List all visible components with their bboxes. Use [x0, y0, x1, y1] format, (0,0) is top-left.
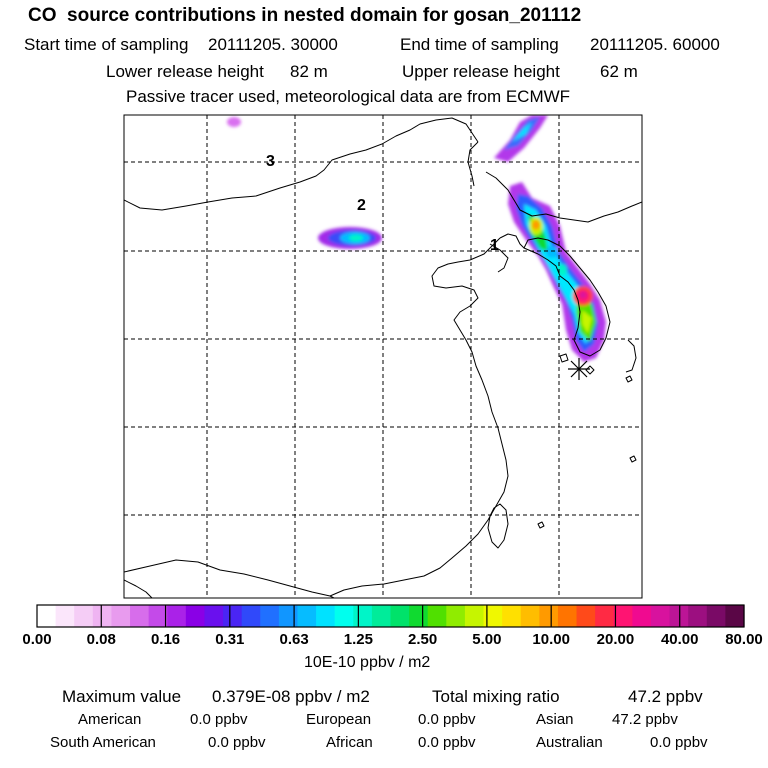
colorbar-cell — [502, 605, 522, 627]
colorbar-cell — [576, 605, 596, 627]
map-label-1: 1 — [490, 237, 499, 254]
map-frame — [123, 114, 643, 599]
colorbar-cell — [483, 605, 503, 627]
plume-korea-north — [508, 182, 606, 362]
colorbar-tick-label: 20.00 — [596, 631, 635, 648]
plume-north — [494, 115, 548, 162]
colorbar-tick-label: 80.00 — [725, 631, 763, 648]
colorbar-cell — [520, 605, 540, 627]
map-label-2: 2 — [357, 197, 366, 214]
colorbar-cell — [92, 605, 113, 627]
colorbar-tick-label: 2.50 — [408, 631, 438, 648]
start-time-label: Start time of sampling — [24, 35, 189, 54]
plume-inland-2 — [318, 227, 382, 249]
colorbar-cell — [371, 605, 392, 627]
colorbar-cell — [278, 605, 299, 627]
colorbar-cell — [539, 605, 559, 627]
start-time-value: 20111205. 30000 — [208, 35, 338, 54]
colorbar-frame — [36, 604, 745, 628]
colorbar-tick-label: 0.16 — [150, 631, 181, 648]
chart-title: CO source contributions in nested domain… — [28, 5, 582, 26]
european-value: 0.0 ppbv — [418, 711, 476, 728]
colorbar-cell — [427, 605, 447, 627]
colorbar-tick-label: 0.00 — [22, 631, 52, 648]
colorbar-tick-label: 40.00 — [660, 631, 699, 648]
colorbar-cell — [55, 605, 75, 627]
colorbar-cell — [111, 605, 131, 627]
colorbar-cell — [223, 605, 243, 627]
colorbar — [37, 605, 745, 627]
coastlines — [124, 117, 642, 598]
colorbar-tick-label: 0.31 — [215, 631, 245, 648]
colorbar-cell — [613, 605, 633, 627]
colorbar-cell — [148, 605, 168, 627]
australian-value: 0.0 ppbv — [650, 734, 708, 751]
colorbar-cell — [650, 605, 671, 627]
end-time-value: 20111205. 60000 — [590, 35, 720, 54]
colorbar-cell — [297, 605, 317, 627]
lower-release-value: 82 m — [290, 62, 328, 81]
american-value: 0.0 ppbv — [190, 711, 248, 728]
colorbar-units: 10E-10 ppbv / m2 — [304, 654, 431, 671]
colorbar-cell — [260, 605, 280, 627]
colorbar-cell — [557, 605, 578, 627]
colorbar-cell — [185, 605, 206, 627]
lower-release-label: Lower release height — [106, 62, 264, 81]
total-mixing-value: 47.2 ppbv — [628, 687, 703, 706]
grid-lines — [124, 115, 642, 598]
max-value: 0.379E-08 ppbv / m2 — [212, 687, 370, 706]
colorbar-cell — [167, 605, 187, 627]
colorbar-cell — [464, 605, 485, 627]
south-american-value: 0.0 ppbv — [208, 734, 266, 751]
asian-label: Asian — [536, 711, 574, 728]
colorbar-cell — [334, 605, 354, 627]
american-label: American — [78, 711, 142, 728]
colorbar-cell — [706, 605, 726, 627]
colorbar-cell — [241, 605, 261, 627]
colorbar-cell — [446, 605, 466, 627]
south-american-label: South American — [50, 734, 156, 751]
colorbar-tick-label: 10.00 — [532, 631, 570, 648]
end-time-label: End time of sampling — [400, 35, 559, 54]
african-value: 0.0 ppbv — [418, 734, 476, 751]
colorbar-cell — [353, 605, 373, 627]
upper-release-label: Upper release height — [402, 62, 560, 81]
colorbar-cell — [130, 605, 150, 627]
upper-release-value: 62 m — [600, 62, 638, 81]
tracer-note: Passive tracer used, meteorological data… — [126, 87, 571, 106]
colorbar-cell — [632, 605, 652, 627]
australian-label: Australian — [536, 734, 603, 751]
total-mixing-label: Total mixing ratio — [432, 687, 560, 706]
colorbar-cell — [390, 605, 410, 627]
colorbar-cell — [316, 605, 336, 627]
colorbar-tick-label: 0.08 — [86, 631, 116, 648]
colorbar-tick-label: 5.00 — [472, 631, 502, 648]
colorbar-cell — [688, 605, 708, 627]
map-label-3: 3 — [266, 153, 275, 170]
colorbar-tick-label: 0.63 — [279, 631, 309, 648]
colorbar-cell — [37, 605, 57, 627]
colorbar-cell — [74, 605, 94, 627]
african-label: African — [326, 734, 373, 751]
colorbar-cell — [204, 605, 224, 627]
receptor-asterisk — [568, 358, 590, 380]
asian-value: 47.2 ppbv — [612, 711, 678, 728]
plume-north-left — [227, 117, 241, 127]
colorbar-cell — [725, 605, 745, 627]
colorbar-cell — [595, 605, 615, 627]
colorbar-cell — [409, 605, 429, 627]
max-value-label: Maximum value — [62, 687, 182, 706]
european-label: European — [306, 711, 372, 728]
colorbar-tick-label: 1.25 — [343, 631, 373, 648]
